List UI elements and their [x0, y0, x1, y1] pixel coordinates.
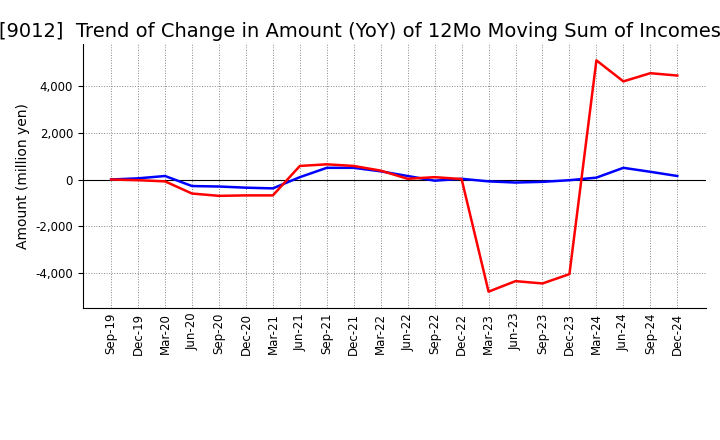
- Net Income: [431, 175, 439, 180]
- Ordinary Income: [485, 179, 493, 184]
- Net Income: [269, 193, 277, 198]
- Ordinary Income: [323, 165, 331, 170]
- Ordinary Income: [511, 180, 520, 185]
- Ordinary Income: [242, 185, 251, 191]
- Net Income: [323, 161, 331, 167]
- Ordinary Income: [403, 173, 412, 179]
- Ordinary Income: [377, 169, 385, 174]
- Ordinary Income: [457, 176, 466, 181]
- Net Income: [134, 178, 143, 183]
- Ordinary Income: [619, 165, 628, 170]
- Y-axis label: Amount (million yen): Amount (million yen): [16, 103, 30, 249]
- Net Income: [107, 177, 115, 182]
- Ordinary Income: [538, 179, 546, 184]
- Ordinary Income: [592, 175, 600, 180]
- Net Income: [161, 179, 169, 184]
- Net Income: [646, 70, 654, 76]
- Net Income: [215, 193, 223, 198]
- Text: [9012]  Trend of Change in Amount (YoY) of 12Mo Moving Sum of Incomes: [9012] Trend of Change in Amount (YoY) o…: [0, 22, 720, 41]
- Net Income: [511, 279, 520, 284]
- Ordinary Income: [161, 173, 169, 179]
- Net Income: [295, 163, 304, 169]
- Net Income: [565, 271, 574, 277]
- Ordinary Income: [565, 178, 574, 183]
- Net Income: [619, 79, 628, 84]
- Line: Ordinary Income: Ordinary Income: [111, 168, 678, 188]
- Ordinary Income: [431, 178, 439, 183]
- Ordinary Income: [646, 169, 654, 174]
- Net Income: [485, 289, 493, 294]
- Net Income: [592, 58, 600, 63]
- Ordinary Income: [188, 183, 197, 189]
- Ordinary Income: [673, 173, 682, 179]
- Ordinary Income: [134, 176, 143, 181]
- Line: Net Income: Net Income: [111, 60, 678, 292]
- Net Income: [242, 193, 251, 198]
- Ordinary Income: [269, 186, 277, 191]
- Net Income: [457, 176, 466, 182]
- Net Income: [673, 73, 682, 78]
- Ordinary Income: [295, 175, 304, 180]
- Net Income: [403, 176, 412, 181]
- Net Income: [188, 191, 197, 196]
- Net Income: [538, 281, 546, 286]
- Net Income: [377, 168, 385, 173]
- Ordinary Income: [349, 165, 358, 170]
- Net Income: [349, 163, 358, 169]
- Ordinary Income: [107, 177, 115, 182]
- Ordinary Income: [215, 184, 223, 189]
